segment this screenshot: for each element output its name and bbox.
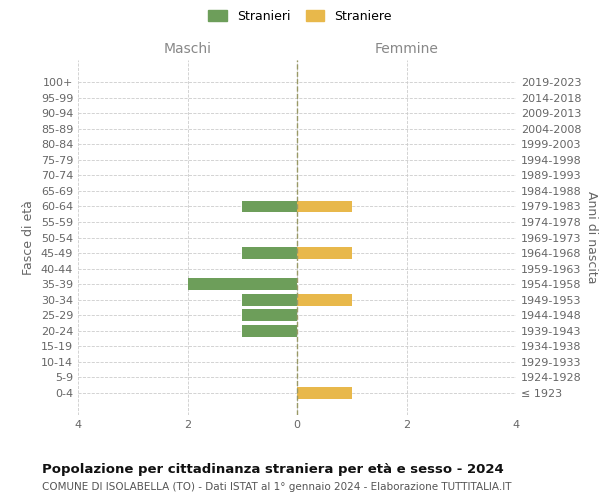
Y-axis label: Anni di nascita: Anni di nascita: [585, 191, 598, 284]
Text: COMUNE DI ISOLABELLA (TO) - Dati ISTAT al 1° gennaio 2024 - Elaborazione TUTTITA: COMUNE DI ISOLABELLA (TO) - Dati ISTAT a…: [42, 482, 511, 492]
Bar: [297, 294, 352, 306]
Bar: [297, 200, 352, 212]
Bar: [242, 247, 297, 259]
Bar: [242, 325, 297, 336]
Text: Femmine: Femmine: [374, 42, 439, 56]
Y-axis label: Fasce di età: Fasce di età: [22, 200, 35, 275]
Bar: [187, 278, 297, 290]
Bar: [242, 200, 297, 212]
Text: Maschi: Maschi: [163, 42, 212, 56]
Bar: [242, 310, 297, 321]
Bar: [242, 294, 297, 306]
Text: Popolazione per cittadinanza straniera per età e sesso - 2024: Popolazione per cittadinanza straniera p…: [42, 462, 504, 475]
Legend: Stranieri, Straniere: Stranieri, Straniere: [205, 6, 395, 26]
Bar: [297, 387, 352, 399]
Bar: [297, 247, 352, 259]
